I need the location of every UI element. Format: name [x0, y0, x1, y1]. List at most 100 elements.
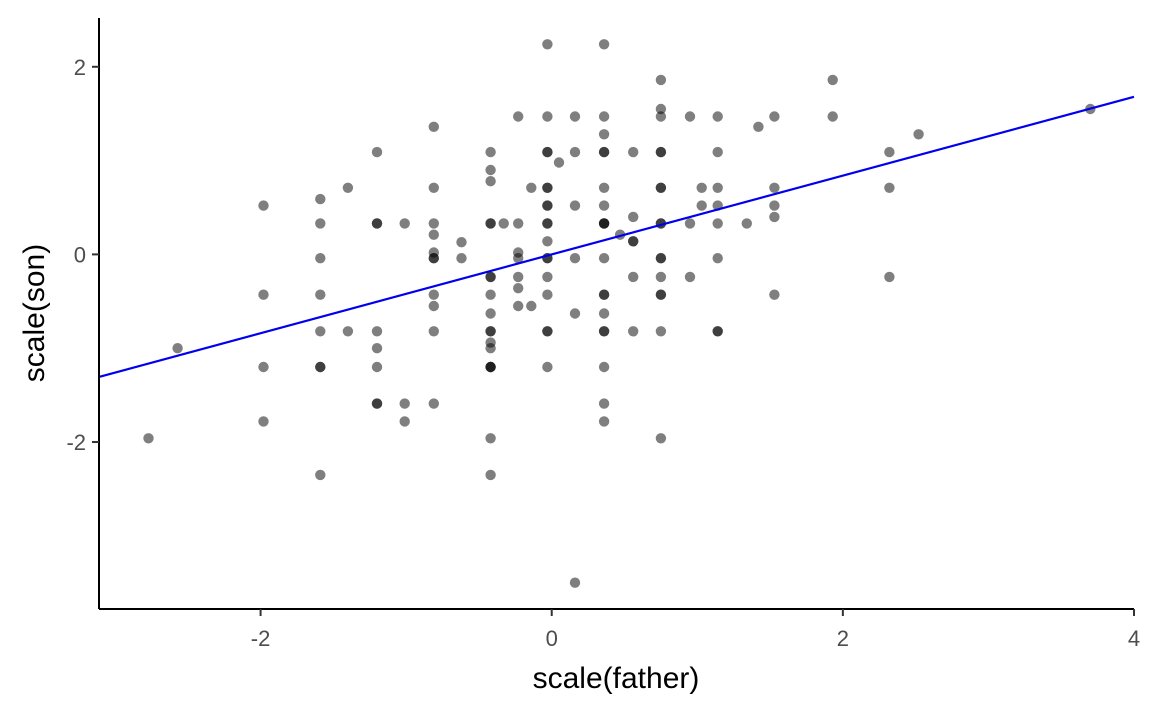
x-axis-title: scale(father): [533, 662, 700, 695]
scatter-point: [655, 146, 667, 158]
scatter-point: [371, 326, 383, 337]
scatter-point: [684, 218, 696, 229]
scatter-point: [598, 39, 610, 50]
scatter-point: [143, 433, 154, 444]
scatter-point: [542, 236, 553, 247]
scatter-point: [827, 74, 838, 86]
scatter-point: [569, 577, 581, 588]
regression-line: [98, 95, 1135, 378]
scatter-point: [598, 416, 610, 427]
scatter-point: [769, 182, 780, 193]
scatter-point: [315, 469, 326, 481]
scatter-point: [456, 237, 467, 248]
points-layer: [143, 39, 1096, 588]
scatter-point: [684, 271, 696, 283]
scatter-point: [769, 289, 780, 300]
scatter-point: [258, 416, 269, 427]
scatter-point: [913, 129, 924, 140]
scatter-point: [542, 361, 553, 373]
y-axis-title: scale(son): [18, 244, 51, 382]
scatter-point: [598, 200, 610, 211]
scatter-point: [399, 218, 410, 229]
scatter-point: [513, 111, 524, 122]
scatter-point: [542, 111, 553, 122]
scatter-point: [428, 229, 439, 240]
scatter-point: [371, 398, 383, 409]
scatter-point: [598, 308, 610, 319]
scatter-point: [542, 182, 553, 193]
scatter-point: [428, 300, 439, 312]
scatter-point: [485, 218, 496, 229]
scatter-point: [628, 326, 639, 337]
scatter-point: [655, 253, 667, 264]
scatter-point: [655, 74, 667, 86]
scatter-point: [598, 253, 610, 264]
scatter-point: [598, 326, 610, 337]
x-tick-label: 0: [546, 626, 558, 651]
scatter-point: [485, 271, 496, 283]
scatter-point: [569, 308, 581, 319]
scatter-point: [513, 283, 524, 294]
scatter-point: [428, 218, 439, 229]
scatter-point: [598, 398, 610, 409]
scatter-point: [655, 271, 667, 283]
scatter-point: [485, 164, 496, 176]
x-tick-label: 2: [837, 626, 849, 651]
scatter-point: [399, 416, 410, 427]
scatter-point: [884, 271, 895, 283]
scatter-point: [542, 39, 553, 50]
scatter-point: [485, 326, 496, 337]
scatter-point: [542, 271, 553, 283]
scatter-point: [513, 253, 524, 264]
scatter-point: [741, 218, 752, 229]
scatter-point: [315, 253, 326, 264]
scatter-point: [399, 398, 410, 409]
scatter-point: [315, 361, 326, 373]
y-axis-ticks: -2 0 2: [66, 55, 99, 455]
scatter-point: [526, 300, 537, 312]
scatter-point: [315, 193, 326, 205]
scatter-point: [342, 182, 354, 193]
x-axis-ticks: -2 0 2 4: [251, 609, 1140, 651]
y-tick-label: 2: [74, 55, 86, 80]
scatter-point: [598, 129, 610, 140]
scatter-point: [428, 326, 439, 337]
scatter-point: [712, 218, 723, 229]
scatter-point: [428, 121, 439, 132]
scatter-point: [655, 433, 667, 444]
scatter-point: [542, 218, 553, 229]
scatter-point: [769, 200, 780, 211]
scatter-point: [628, 211, 639, 223]
scatter-point: [598, 182, 610, 193]
scatter-point: [569, 253, 581, 264]
scatter-point: [628, 271, 639, 283]
scatter-point: [428, 182, 439, 193]
scatter-point: [569, 146, 581, 158]
scatter-point: [598, 289, 610, 300]
scatter-point: [769, 111, 780, 122]
scatter-point: [598, 111, 610, 122]
scatter-point: [258, 200, 269, 211]
scatter-point: [513, 271, 524, 283]
scatter-point: [598, 218, 610, 229]
scatter-point: [753, 121, 764, 132]
scatter-point: [485, 343, 496, 354]
scatter-point: [526, 182, 537, 193]
scatter-point: [428, 253, 439, 264]
scatter-point: [485, 308, 496, 319]
y-tick-label: 0: [74, 242, 86, 267]
scatter-point: [712, 146, 723, 158]
scatter-point: [513, 300, 524, 312]
scatter-point: [258, 361, 269, 373]
scatter-point: [553, 157, 565, 168]
scatter-point: [769, 211, 780, 223]
scatter-point: [712, 111, 723, 122]
scatter-point: [655, 182, 667, 193]
scatter-point: [485, 289, 496, 300]
scatter-point: [172, 343, 183, 354]
scatter-point: [884, 182, 895, 193]
scatter-point: [655, 103, 667, 115]
scatter-point: [498, 218, 509, 229]
scatter-point: [542, 326, 553, 337]
scatter-point: [456, 253, 467, 264]
